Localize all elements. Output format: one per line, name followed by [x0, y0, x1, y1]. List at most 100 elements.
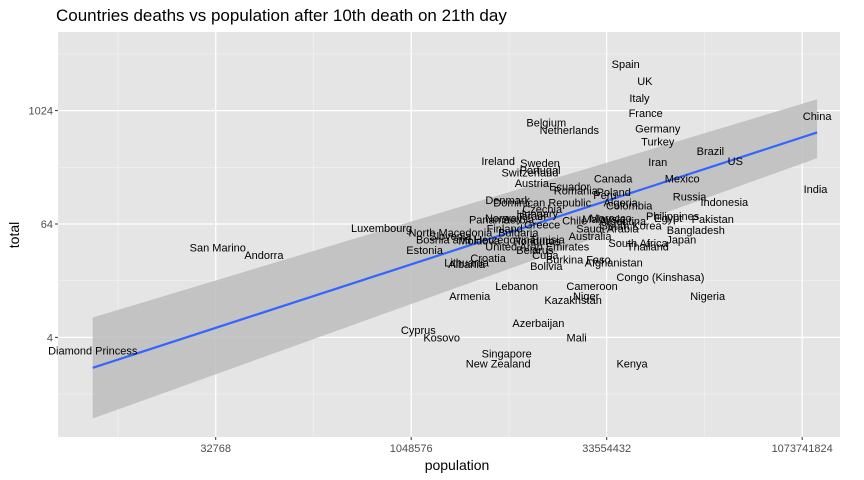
point-label: Algeria — [604, 198, 639, 210]
x-axis-title: population — [425, 457, 490, 473]
point-label: Turkey — [641, 137, 675, 149]
point-label: Portugal — [520, 165, 561, 177]
point-label: Greece — [524, 220, 560, 232]
point-label: Kenya — [616, 359, 648, 371]
point-label: Andorra — [244, 250, 284, 262]
point-label: Belarus — [516, 245, 554, 257]
point-label: Bolivia — [530, 261, 563, 273]
confidence-band — [92, 99, 818, 419]
point-label: Mexico — [665, 173, 700, 185]
point-label: Kosovo — [423, 332, 460, 344]
point-label: Canada — [594, 173, 633, 185]
point-label: Albania — [448, 259, 486, 271]
point-label: Bulgaria — [498, 227, 539, 239]
point-label: Tunisia — [530, 234, 566, 246]
point-label: Pakistan — [692, 214, 734, 226]
point-label: Cuba — [532, 250, 559, 262]
point-label: Romania — [554, 186, 599, 198]
x-tick-label: 32768 — [200, 443, 231, 455]
point-label: Diamond Princess — [48, 346, 138, 358]
point-label: Serbia — [502, 215, 535, 227]
point-label: Bosnia and Herzegovina — [416, 234, 537, 246]
trend-layer — [92, 99, 818, 419]
point-label: Slovenia — [429, 231, 472, 243]
point-label: Lebanon — [495, 281, 538, 293]
y-axis-title: total — [6, 222, 22, 248]
y-tick-label: 4 — [47, 332, 53, 344]
point-label: Estonia — [406, 245, 444, 257]
point-label: Iran — [648, 157, 667, 169]
x-tick-label: 1048576 — [390, 443, 433, 455]
point-label: Peru — [593, 190, 616, 202]
trend-line — [92, 131, 818, 369]
point-label: United Arab Emirates — [485, 241, 589, 253]
point-label: South Africa — [608, 238, 668, 250]
point-label: Russia — [673, 192, 708, 204]
point-label: Croatia — [470, 253, 506, 265]
x-tick-label: 1073741824 — [772, 443, 833, 455]
point-label: Niger — [573, 291, 600, 303]
point-label: Thailand — [627, 241, 669, 253]
point-label: China — [803, 111, 833, 123]
point-label: Brazil — [697, 146, 725, 158]
point-label: India — [804, 184, 829, 196]
point-label: Armenia — [449, 291, 491, 303]
point-label: Philippines — [646, 211, 700, 223]
point-label: Bangladesh — [667, 225, 725, 237]
point-label: San Marino — [190, 243, 246, 255]
point-label: Italy — [629, 93, 650, 105]
point-label: Saudi Arabia — [576, 224, 639, 236]
x-tick-label: 33554432 — [582, 443, 631, 455]
point-label: Argentina — [599, 216, 647, 228]
point-label: Dominican Republic — [493, 198, 591, 210]
point-label: Moldova — [458, 235, 500, 247]
point-label: France — [629, 108, 663, 120]
point-label: Nigeria — [690, 291, 726, 303]
y-tick-label: 64 — [41, 219, 53, 231]
point-label: Morocco — [590, 213, 632, 225]
point-label: Austria — [515, 178, 550, 190]
point-label: Panama — [469, 215, 511, 227]
point-label: Congo (Kinshasa) — [616, 272, 704, 284]
point-label: Germany — [635, 124, 681, 136]
point-label: Poland — [597, 187, 631, 199]
point-label: Netherlands — [540, 125, 600, 137]
point-label: Burkina Faso — [546, 254, 611, 266]
point-label: Belgium — [526, 117, 566, 129]
point-label: Kazakhstan — [544, 295, 601, 307]
point-labels: Spain UK Italy France Germany BelgiumNetherla… — [48, 59, 832, 371]
point-label: Singapore — [482, 348, 532, 360]
point-label: Sweden — [520, 158, 560, 170]
point-label: North Macedonia — [408, 227, 493, 239]
chart-title: Countries deaths vs population after 10t… — [56, 6, 507, 25]
point-label: Japan — [666, 234, 696, 246]
point-label: Malaysia — [582, 214, 626, 226]
y-tick-label: 1024 — [29, 106, 53, 118]
point-label: Ireland — [481, 156, 515, 168]
point-label: Finland — [487, 224, 523, 236]
point-label: New Zealand — [466, 359, 531, 371]
point-label: Switzerland — [501, 168, 558, 180]
point-label: Lithuania — [444, 257, 490, 269]
point-label: Chile — [562, 215, 587, 227]
point-label: Australia — [569, 231, 613, 243]
point-label: Ecuador — [549, 182, 590, 194]
point-label: Luxembourg — [351, 223, 412, 235]
point-label: Czechia — [522, 204, 563, 216]
point-label: Israel — [519, 211, 546, 223]
point-label: UK — [637, 76, 653, 88]
point-label: Norway — [485, 213, 523, 225]
point-label: Cyprus — [401, 325, 436, 337]
point-label: Denmark — [485, 195, 530, 207]
point-label: Hungary — [516, 208, 558, 220]
point-label: Egypt — [654, 213, 682, 225]
point-label: Indonesia — [700, 197, 749, 209]
x-axis-ticks: 32768 1048576 33554432 1073741824 — [200, 437, 833, 455]
point-label: US — [728, 156, 743, 168]
point-label: Afghanistan — [585, 257, 643, 269]
point-label: Colombia — [606, 201, 653, 213]
point-label: Azerbaijan — [512, 318, 564, 330]
point-label: Mali — [567, 332, 587, 344]
point-label: Spain — [612, 59, 640, 71]
